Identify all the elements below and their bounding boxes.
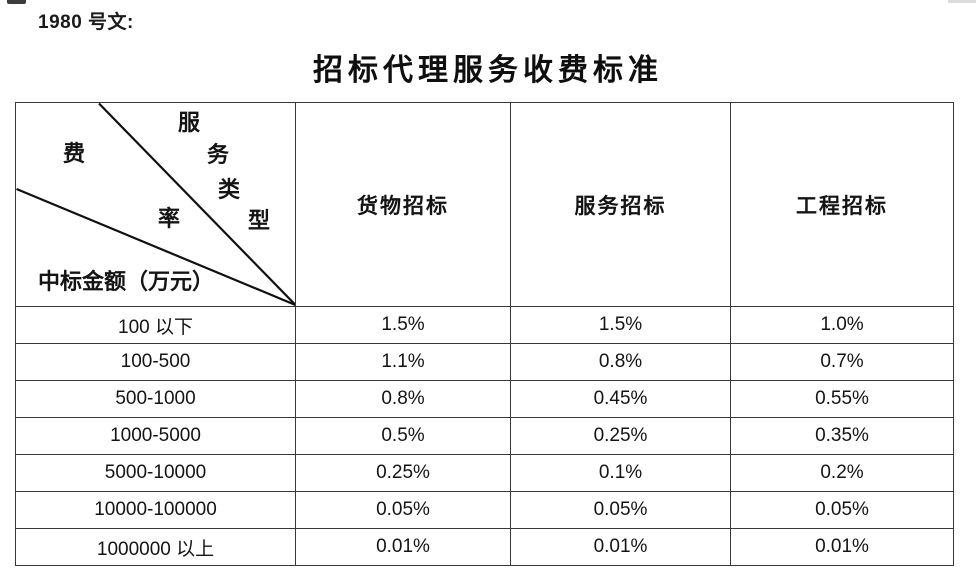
column-header-works-bidding: 工程招标 [730, 102, 954, 307]
amount-range-cell: 1000000 以上 [15, 528, 296, 566]
amount-range-cell: 100-500 [15, 343, 296, 381]
rate-cell: 0.35% [730, 417, 954, 455]
rate-cell: 1.0% [730, 306, 954, 344]
service-type-char: 服 [178, 110, 201, 135]
doc-ref-label: 1980 号文: [38, 12, 134, 33]
amount-range-cell: 100 以下 [15, 306, 296, 344]
diagonal-lines [16, 103, 295, 306]
rate-cell: 0.01% [730, 528, 954, 566]
rate-cell: 0.25% [295, 454, 511, 492]
rate-cell: 1.1% [295, 343, 511, 381]
rate-cell: 1.5% [295, 306, 511, 344]
amount-axis-label: 中标金额（万元） [38, 269, 215, 294]
service-type-char: 类 [218, 177, 241, 202]
rate-cell: 0.8% [510, 343, 731, 381]
column-header-goods-bidding: 货物招标 [295, 102, 511, 307]
fee-table: 服 务 类 型 费 率 中标金额（万元） 货物招标 服务招标 工程招标 100 … [15, 102, 954, 566]
rate-cell: 0.05% [510, 491, 731, 529]
table-row: 100 以下 1.5% 1.5% 1.0% [15, 306, 954, 344]
diagonal-line-lower [16, 187, 295, 306]
amount-range-cell: 5000-10000 [15, 454, 296, 492]
rate-cell: 0.1% [510, 454, 731, 492]
page-corner-artifact-left [7, 0, 26, 4]
rate-cell: 0.55% [730, 380, 954, 418]
rate-cell: 0.5% [295, 417, 511, 455]
amount-range-cell: 10000-100000 [15, 491, 296, 529]
fee-rate-char: 费 [63, 141, 86, 166]
column-header-services-bidding: 服务招标 [510, 102, 731, 307]
rate-cell: 0.45% [510, 380, 731, 418]
service-type-char: 型 [248, 208, 271, 233]
service-type-char: 务 [207, 142, 230, 167]
rate-cell: 0.01% [510, 528, 731, 566]
rate-cell: 0.8% [295, 380, 511, 418]
doc-title: 招标代理服务收费标准 [313, 54, 663, 87]
rate-cell: 0.7% [730, 343, 954, 381]
rate-cell: 0.05% [295, 491, 511, 529]
rate-cell: 0.2% [730, 454, 954, 492]
table-row: 100-500 1.1% 0.8% 0.7% [15, 343, 954, 381]
rate-cell: 0.01% [295, 528, 511, 566]
diagonal-line-upper [98, 103, 295, 306]
amount-range-cell: 500-1000 [15, 380, 296, 418]
page-corner-artifact-right [948, 0, 976, 3]
rate-cell: 0.05% [730, 491, 954, 529]
table-row: 1000-5000 0.5% 0.25% 0.35% [15, 417, 954, 455]
rate-cell: 1.5% [510, 306, 731, 344]
table-row: 500-1000 0.8% 0.45% 0.55% [15, 380, 954, 418]
table-row: 5000-10000 0.25% 0.1% 0.2% [15, 454, 954, 492]
diagonal-header-cell: 服 务 类 型 费 率 中标金额（万元） [15, 102, 296, 307]
header-row: 服 务 类 型 费 率 中标金额（万元） 货物招标 服务招标 工程招标 [15, 102, 954, 307]
rate-cell: 0.25% [510, 417, 731, 455]
fee-rate-char: 率 [158, 206, 181, 231]
amount-range-cell: 1000-5000 [15, 417, 296, 455]
table-row: 10000-100000 0.05% 0.05% 0.05% [15, 491, 954, 529]
table-row: 1000000 以上 0.01% 0.01% 0.01% [15, 528, 954, 566]
